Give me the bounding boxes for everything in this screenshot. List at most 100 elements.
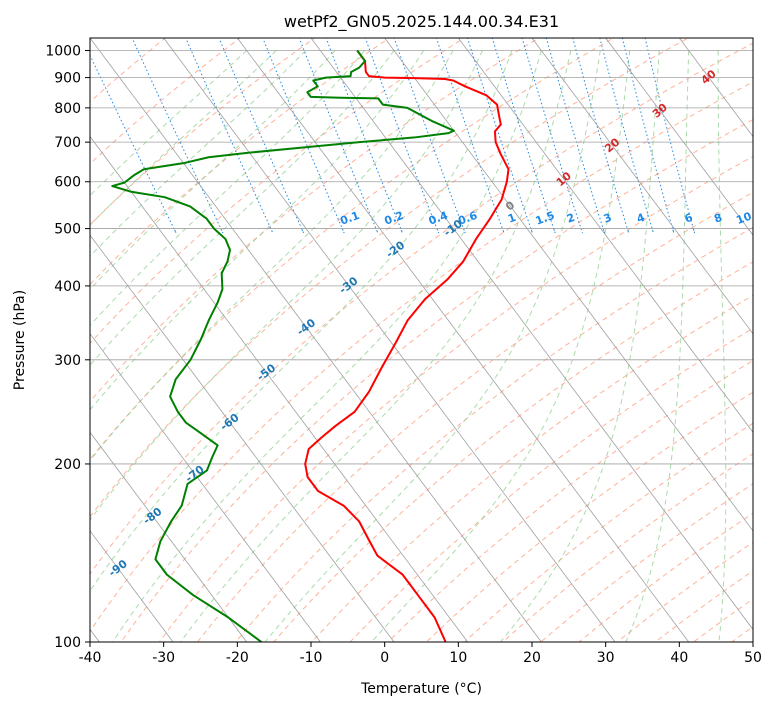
isotherm-label: -50 <box>255 361 279 384</box>
dry-adiabat-line <box>425 391 753 642</box>
isotherm-line <box>457 38 753 433</box>
mixing-ratio-line <box>644 38 696 234</box>
mixing-ratio-label: 2 <box>565 211 577 226</box>
x-tick-label: -10 <box>300 650 323 666</box>
dry-adiabat-line <box>120 118 753 642</box>
x-tick-label: 50 <box>744 650 762 666</box>
mixing-ratio-label: 0.6 <box>456 209 479 228</box>
moist-adiabat-line <box>264 50 601 642</box>
dry-adiabat-line <box>90 38 241 165</box>
isotherm-label: -80 <box>141 505 165 528</box>
dry-adiabat-line <box>692 598 753 642</box>
y-axis-label: Pressure (hPa) <box>12 290 28 390</box>
moist-adiabat-line <box>112 50 542 642</box>
mixing-ratio-line <box>599 38 654 234</box>
dry-adiabat-line <box>234 226 753 642</box>
x-tick-label: 40 <box>670 650 688 666</box>
mixing-ratio-label: 13 <box>764 210 775 227</box>
isotherm-line <box>90 333 321 642</box>
mixing-ratio-label: 8 <box>712 211 724 226</box>
x-tick-label: 30 <box>597 650 615 666</box>
isotherm-label: -70 <box>183 463 207 486</box>
mixing-ratio-label: 6 <box>683 211 695 226</box>
mixing-ratio-line <box>262 38 345 234</box>
dewpoint-line <box>111 49 455 642</box>
moist-adiabat-line <box>371 50 631 642</box>
mixing-ratio-line <box>521 38 583 234</box>
dry-adiabat-label: 30 <box>650 101 670 121</box>
y-tick-label: 500 <box>54 222 81 238</box>
dry-adiabat-line <box>311 294 753 642</box>
isotherm-line <box>678 38 753 138</box>
dry-adiabat-line <box>540 483 753 642</box>
sounding-series <box>111 49 510 642</box>
dry-adiabat-line <box>578 512 753 642</box>
moist-adiabat-line <box>90 50 454 462</box>
x-tick-label: -20 <box>226 650 249 666</box>
dry-adiabat-label: 40 <box>699 67 719 87</box>
moist-adiabat-line <box>90 50 365 327</box>
mixing-ratio-label: 0.4 <box>427 209 450 228</box>
dry-adiabat-label: 20 <box>602 135 622 155</box>
axes: -40 -30 -20 -10 0 10 20 30 40 5010009008007006005… <box>45 44 762 666</box>
dry-adiabat-line <box>196 191 753 642</box>
dry-adiabat-line <box>616 541 753 642</box>
isotherm-line <box>90 530 174 642</box>
dry-adiabat-line <box>463 422 753 642</box>
dry-adiabat-line <box>754 26 775 653</box>
isotherm-label: -90 <box>106 557 130 580</box>
x-tick-label: -40 <box>79 650 102 666</box>
moist-adiabat-line <box>90 50 513 592</box>
moist-adiabat-line <box>500 50 660 642</box>
x-tick-label: 10 <box>449 650 467 666</box>
y-tick-label: 400 <box>54 279 81 295</box>
y-tick-label: 600 <box>54 175 81 191</box>
dry-adiabat-line <box>654 570 753 642</box>
mixing-ratio-label: 10 <box>735 209 754 227</box>
mixing-ratio-line <box>364 38 440 234</box>
isotherm-line <box>90 234 395 642</box>
isotherm-line <box>90 38 542 642</box>
isotherm-line <box>163 38 616 642</box>
mixing-ratio-line <box>90 54 177 234</box>
dry-adiabat-line <box>273 261 753 642</box>
x-tick-label: -30 <box>152 650 175 666</box>
isotherm-line <box>752 38 753 39</box>
mixing-ratio-line <box>185 38 274 234</box>
mixing-ratio-line <box>218 38 305 234</box>
y-tick-label: 900 <box>54 71 81 87</box>
isotherm-line <box>310 38 753 631</box>
dry-adiabat-line <box>90 38 391 286</box>
mixing-ratio-line <box>466 38 534 234</box>
dry-adiabat-line <box>90 38 540 403</box>
plot-frame <box>89 37 754 643</box>
mixing-ratio-line <box>131 38 224 234</box>
mixing-ratio-line <box>298 38 379 234</box>
mixing-ratio-label: 0.1 <box>338 209 361 228</box>
y-tick-label: 100 <box>54 635 81 651</box>
mixing-ratio-label: 1.5 <box>534 209 557 228</box>
moist-adiabat-line <box>717 50 727 642</box>
isotherm-line <box>236 38 690 642</box>
chart-title: wetPf2_GN05.2025.144.00.34.E31 <box>284 12 559 32</box>
y-tick-label: 1000 <box>45 44 81 60</box>
dry-adiabat-line <box>158 155 753 642</box>
isotherm-line <box>605 38 753 236</box>
isotherm-label: -100 <box>57 592 87 619</box>
moist-adiabat-line <box>90 50 424 411</box>
mixing-ratio-line <box>545 38 606 234</box>
mixing-ratio-line <box>572 38 630 234</box>
dry-adiabat-line <box>90 38 316 226</box>
x-axis-label: Temperature (°C) <box>360 681 482 697</box>
mixing-ratio-line <box>491 38 556 234</box>
dry-adiabat-label: 10 <box>554 169 574 189</box>
temperature-line <box>304 49 510 642</box>
isotherm-line <box>384 38 753 532</box>
moist-adiabat-line <box>90 50 395 366</box>
dry-adiabat-line <box>730 626 753 642</box>
mixing-ratio-label: 1 <box>506 211 518 226</box>
y-tick-label: 800 <box>54 101 81 117</box>
moist-adiabat-line <box>90 50 277 226</box>
